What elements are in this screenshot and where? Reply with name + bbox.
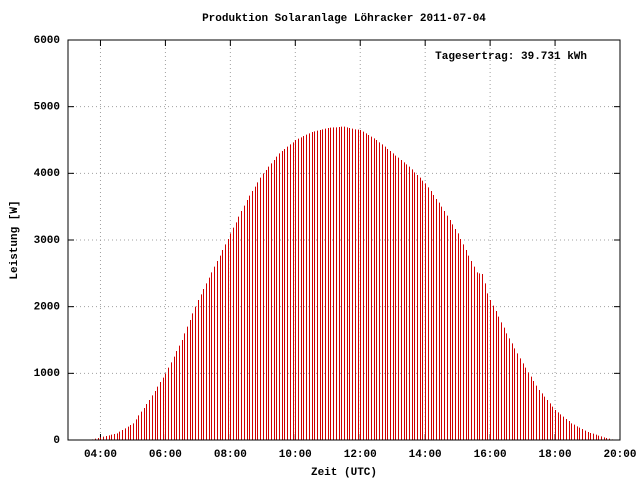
chart-title: Produktion Solaranlage Löhracker 2011-07… <box>202 13 486 25</box>
x-tick-label: 08:00 <box>214 449 247 461</box>
x-tick-label: 16:00 <box>474 449 507 461</box>
y-tick-label: 2000 <box>34 302 60 314</box>
x-axis-label: Zeit (UTC) <box>311 467 377 479</box>
x-tick-label: 12:00 <box>344 449 377 461</box>
y-tick-label: 4000 <box>34 168 60 180</box>
x-tick-label: 20:00 <box>603 449 636 461</box>
x-tick-label: 10:00 <box>279 449 312 461</box>
x-tick-label: 04:00 <box>84 449 117 461</box>
x-tick-label: 14:00 <box>409 449 442 461</box>
y-tick-label: 0 <box>53 435 60 447</box>
x-tick-label: 18:00 <box>539 449 572 461</box>
y-tick-label: 1000 <box>34 368 60 380</box>
x-tick-label: 06:00 <box>149 449 182 461</box>
y-axis-label: Leistung [W] <box>9 200 21 279</box>
y-tick-label: 3000 <box>34 235 60 247</box>
annotation: Tagesertrag: 39.731 kWh <box>435 51 587 63</box>
y-tick-label: 5000 <box>34 102 60 114</box>
y-tick-label: 6000 <box>34 35 60 47</box>
plot-frame <box>67 39 621 441</box>
